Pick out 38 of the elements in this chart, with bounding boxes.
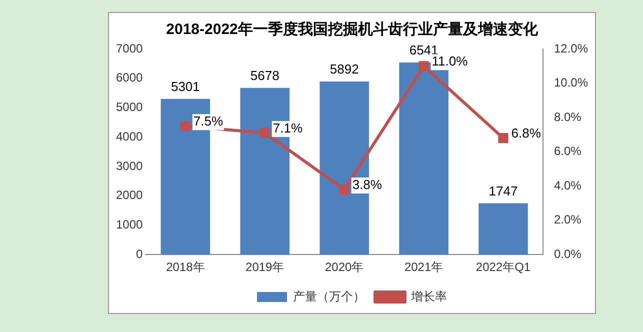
data-label: 7.1% — [272, 120, 303, 136]
point — [180, 121, 190, 132]
x-tick-label: 2020年 — [324, 260, 364, 274]
y-tick-label: 7000 — [116, 41, 144, 56]
data-label: 5301 — [170, 78, 200, 94]
y2-tick-label: 6.0% — [554, 144, 582, 158]
legend-label: 产量（万个） — [293, 289, 365, 304]
point — [260, 128, 270, 138]
data-label: 5678 — [250, 68, 280, 83]
point — [339, 184, 350, 195]
data-label: 1747 — [488, 183, 518, 198]
data-label: 7.5% — [193, 114, 224, 129]
y-tick-label: 0 — [136, 246, 144, 261]
y-tick-label: 5000 — [116, 100, 144, 114]
y2-tick-label: 2.0% — [554, 212, 582, 227]
y-tick-label: 2000 — [116, 188, 144, 202]
y2-tick-label: 10.0% — [554, 76, 588, 90]
y2-tick-label: 8.0% — [554, 110, 582, 124]
x-tick-label: 2018年 — [166, 260, 205, 274]
y2-tick-label: 4.0% — [554, 178, 582, 192]
y-tick-label: 1000 — [116, 218, 144, 232]
data-label: 5892 — [330, 62, 359, 77]
point — [418, 61, 429, 72]
y-tick-label: 3000 — [116, 158, 144, 173]
y-tick-label: 6000 — [116, 70, 144, 85]
y2-tick-label: 0.0% — [554, 246, 582, 261]
bar — [478, 203, 528, 255]
x-tick-label: 2019年 — [246, 260, 284, 274]
y2-tick-label: 12.0% — [554, 41, 588, 56]
data-label: 3.8% — [352, 177, 382, 192]
data-label: 6.8% — [511, 126, 542, 141]
x-tick-label: 2022年Q1 — [476, 260, 531, 274]
legend-label: 增长率 — [410, 289, 447, 304]
x-tick-label: 2021年 — [404, 260, 444, 274]
point — [498, 133, 508, 144]
data-label: 11.0% — [432, 54, 468, 69]
y-tick-label: 4000 — [116, 129, 144, 144]
chart-title: 2018-2022年一季度我国挖掘机斗齿行业产量及增速变化 — [166, 20, 539, 38]
